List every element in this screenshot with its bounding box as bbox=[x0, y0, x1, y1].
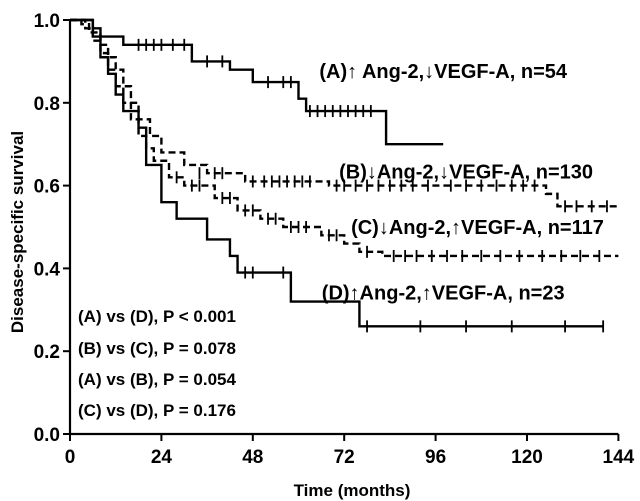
y-axis-title: Disease-specific survival bbox=[8, 131, 27, 333]
stat-c-vs-d: (C) vs (D), P = 0.176 bbox=[78, 401, 236, 420]
x-tick-label: 96 bbox=[425, 447, 446, 468]
series-label-a: (A)↑ Ang-2,↓VEGF-A, n=54 bbox=[319, 61, 567, 83]
statistics-box: (A) vs (D), P < 0.001 (B) vs (C), P = 0.… bbox=[78, 307, 236, 420]
stat-b-vs-c: (B) vs (C), P = 0.078 bbox=[78, 339, 236, 358]
x-tick-label: 0 bbox=[65, 447, 76, 468]
tick-labels: 0 24 48 72 96 120 144 0.0 0.2 0.4 0.6 0.8 1.0 bbox=[34, 11, 635, 468]
x-tick-label: 24 bbox=[151, 447, 173, 468]
y-tick-label: 0.0 bbox=[34, 425, 60, 446]
survival-curve-c bbox=[70, 18, 619, 258]
y-tick-label: 0.6 bbox=[34, 177, 60, 198]
stat-a-vs-d: (A) vs (D), P < 0.001 bbox=[78, 307, 236, 326]
series-label-d: (D)↑Ang-2,↑VEGF-A, n=23 bbox=[322, 282, 565, 304]
y-tick-label: 0.4 bbox=[34, 259, 61, 280]
y-tick-label: 1.0 bbox=[34, 11, 60, 32]
x-tick-label: 72 bbox=[334, 447, 355, 468]
series-labels: (A)↑ Ang-2,↓VEGF-A, n=54 (B)↓Ang-2,↓VEGF-… bbox=[319, 61, 603, 304]
y-tick-label: 0.8 bbox=[34, 94, 60, 115]
tick-marks bbox=[63, 19, 620, 441]
x-tick-label: 120 bbox=[511, 447, 543, 468]
series-label-b: (B)↓Ang-2,↓VEGF-A, n=130 bbox=[339, 162, 593, 184]
y-tick-label: 0.2 bbox=[34, 342, 60, 363]
x-tick-label: 48 bbox=[242, 447, 263, 468]
series-label-c: (C)↓Ang-2,↑VEGF-A, n=117 bbox=[351, 217, 604, 239]
survival-curve-a bbox=[70, 18, 444, 146]
censor-marks bbox=[137, 38, 608, 333]
survival-curves bbox=[70, 18, 619, 328]
x-axis-title: Time (months) bbox=[294, 481, 411, 500]
survival-curve-d bbox=[70, 18, 604, 328]
stat-a-vs-b: (A) vs (B), P = 0.054 bbox=[78, 370, 236, 389]
x-tick-label: 144 bbox=[603, 447, 635, 468]
survival-curve-b bbox=[70, 18, 619, 208]
